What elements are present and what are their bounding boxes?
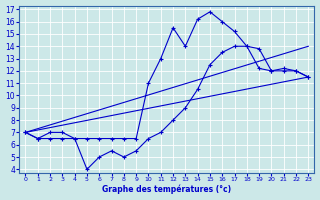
X-axis label: Graphe des températures (°c): Graphe des températures (°c): [102, 185, 231, 194]
